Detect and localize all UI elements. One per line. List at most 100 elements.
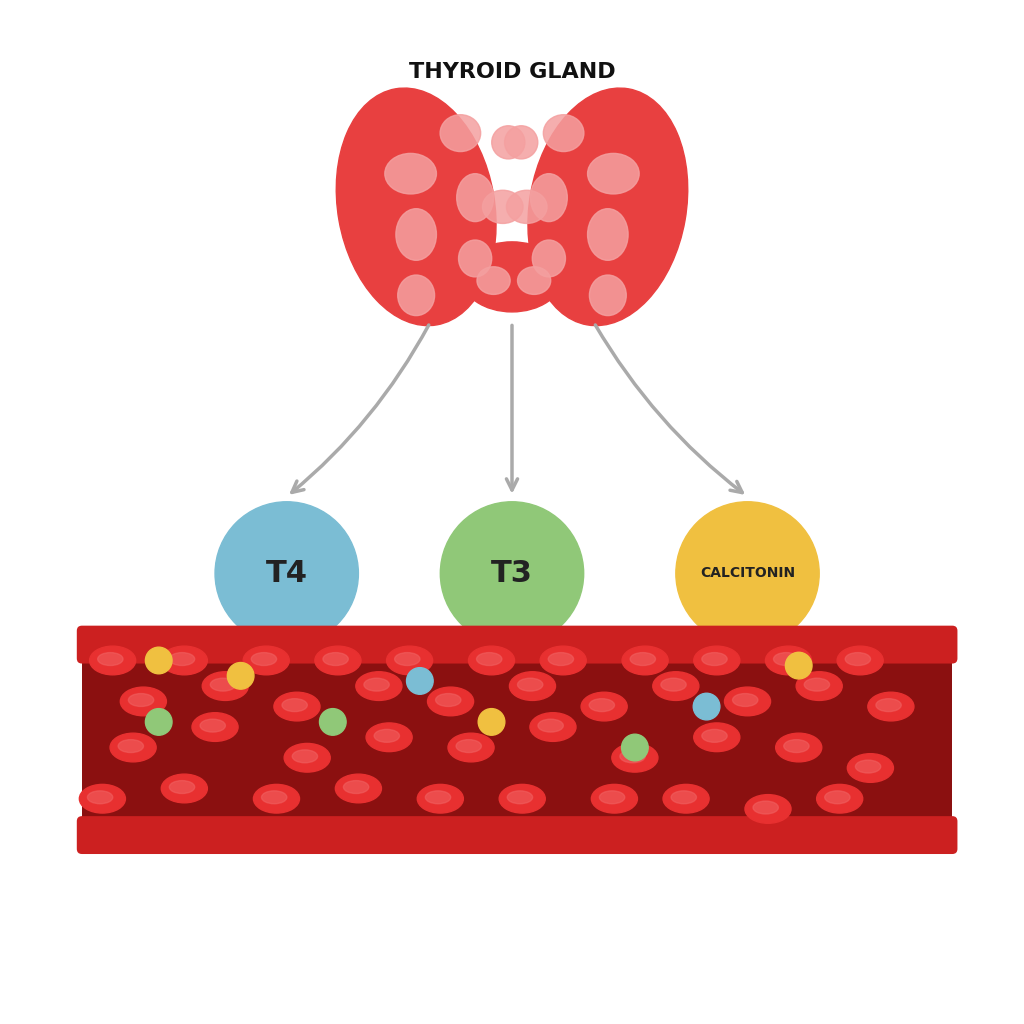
Ellipse shape	[544, 115, 584, 152]
Ellipse shape	[482, 190, 523, 223]
Ellipse shape	[612, 743, 658, 772]
Ellipse shape	[510, 672, 555, 700]
Ellipse shape	[364, 678, 389, 691]
Ellipse shape	[732, 693, 758, 707]
Ellipse shape	[623, 646, 668, 675]
Ellipse shape	[530, 174, 567, 221]
Ellipse shape	[161, 774, 207, 803]
Ellipse shape	[589, 698, 614, 712]
Ellipse shape	[210, 678, 236, 691]
Ellipse shape	[261, 791, 287, 804]
Circle shape	[693, 693, 720, 720]
Ellipse shape	[284, 743, 330, 772]
Circle shape	[478, 709, 505, 735]
Ellipse shape	[385, 154, 436, 194]
Ellipse shape	[517, 267, 551, 295]
Ellipse shape	[694, 646, 739, 675]
Ellipse shape	[161, 646, 207, 675]
Ellipse shape	[459, 240, 492, 276]
Ellipse shape	[620, 750, 645, 763]
Ellipse shape	[440, 115, 480, 152]
Ellipse shape	[848, 754, 893, 782]
Ellipse shape	[817, 784, 862, 813]
Ellipse shape	[845, 652, 870, 666]
Ellipse shape	[87, 791, 113, 804]
Ellipse shape	[374, 729, 399, 742]
Circle shape	[145, 647, 172, 674]
Ellipse shape	[599, 791, 625, 804]
Ellipse shape	[773, 652, 799, 666]
Ellipse shape	[855, 760, 881, 773]
FancyBboxPatch shape	[82, 640, 952, 821]
Ellipse shape	[664, 784, 709, 813]
Ellipse shape	[428, 687, 473, 716]
Ellipse shape	[468, 646, 514, 675]
Ellipse shape	[169, 652, 195, 666]
Ellipse shape	[90, 646, 135, 675]
Ellipse shape	[97, 652, 123, 666]
Ellipse shape	[356, 672, 402, 700]
Ellipse shape	[660, 678, 686, 691]
Circle shape	[622, 734, 648, 761]
Ellipse shape	[121, 687, 166, 716]
Circle shape	[215, 502, 358, 645]
Ellipse shape	[200, 719, 225, 732]
Ellipse shape	[694, 723, 739, 752]
Ellipse shape	[876, 698, 901, 712]
Ellipse shape	[630, 652, 655, 666]
Ellipse shape	[461, 242, 563, 312]
Circle shape	[407, 668, 433, 694]
Ellipse shape	[397, 275, 434, 315]
Ellipse shape	[590, 275, 627, 315]
Ellipse shape	[532, 240, 565, 276]
Ellipse shape	[505, 126, 538, 159]
Ellipse shape	[776, 733, 821, 762]
Ellipse shape	[701, 652, 727, 666]
Text: CALCITONIN: CALCITONIN	[700, 566, 795, 581]
Ellipse shape	[653, 672, 699, 700]
Ellipse shape	[592, 784, 637, 813]
Ellipse shape	[273, 692, 319, 721]
Ellipse shape	[244, 646, 290, 675]
Ellipse shape	[507, 791, 532, 804]
Circle shape	[227, 663, 254, 689]
Ellipse shape	[396, 209, 436, 260]
Ellipse shape	[753, 801, 778, 814]
Ellipse shape	[548, 652, 573, 666]
Text: T3: T3	[492, 559, 532, 588]
Ellipse shape	[477, 267, 510, 295]
Ellipse shape	[745, 795, 791, 823]
Ellipse shape	[492, 126, 525, 159]
Ellipse shape	[336, 88, 496, 326]
Ellipse shape	[394, 652, 420, 666]
Ellipse shape	[418, 784, 464, 813]
Ellipse shape	[435, 693, 461, 707]
Ellipse shape	[500, 784, 545, 813]
FancyBboxPatch shape	[77, 626, 957, 664]
Ellipse shape	[203, 672, 248, 700]
Ellipse shape	[367, 723, 412, 752]
Ellipse shape	[292, 750, 317, 763]
Text: T4: T4	[265, 559, 308, 588]
Ellipse shape	[456, 739, 481, 753]
Ellipse shape	[251, 652, 276, 666]
Ellipse shape	[824, 791, 850, 804]
Ellipse shape	[868, 692, 914, 721]
Ellipse shape	[582, 692, 627, 721]
Ellipse shape	[169, 780, 195, 794]
Ellipse shape	[538, 719, 563, 732]
Ellipse shape	[118, 739, 143, 753]
Text: THYROID GLAND: THYROID GLAND	[409, 61, 615, 82]
Ellipse shape	[804, 678, 829, 691]
Circle shape	[145, 709, 172, 735]
Ellipse shape	[588, 154, 639, 194]
Ellipse shape	[282, 698, 307, 712]
Ellipse shape	[193, 713, 238, 741]
Ellipse shape	[449, 733, 495, 762]
Ellipse shape	[530, 713, 575, 741]
Ellipse shape	[507, 190, 547, 223]
Ellipse shape	[387, 646, 433, 675]
Ellipse shape	[457, 174, 494, 221]
Circle shape	[440, 502, 584, 645]
Ellipse shape	[80, 784, 125, 813]
